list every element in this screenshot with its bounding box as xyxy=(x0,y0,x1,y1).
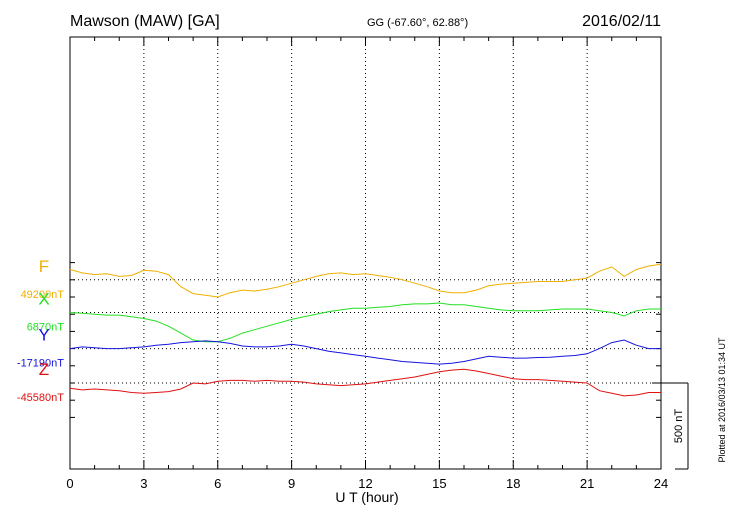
station-coords: GG (-67.60°, 62.88°) xyxy=(367,17,468,29)
series-line-y xyxy=(69,339,661,365)
x-tick-label: 12 xyxy=(358,476,372,491)
series-line-f xyxy=(69,263,662,298)
plotted-timestamp: Plotted at 2016/03/13 01:34 UT xyxy=(717,337,727,463)
series-baseline-y: -17190nT xyxy=(17,358,64,370)
series-group xyxy=(69,263,662,397)
series-baseline-x: 6870nT xyxy=(27,321,65,333)
series-name-f: F xyxy=(39,257,49,276)
x-tick-label: 15 xyxy=(432,476,446,491)
series-name-x: X xyxy=(38,289,49,308)
x-tick-label: 21 xyxy=(580,476,594,491)
x-tick-label: 18 xyxy=(506,476,520,491)
x-tick-label: 3 xyxy=(140,476,147,491)
series-line-z xyxy=(69,368,661,397)
series-line-x xyxy=(69,302,661,343)
x-tick-label: 24 xyxy=(654,476,668,491)
scale-bar: 500 nT xyxy=(652,382,689,470)
x-tick-label: 9 xyxy=(288,476,295,491)
x-tick-label: 6 xyxy=(214,476,221,491)
station-title: Mawson (MAW) [GA] xyxy=(70,13,220,30)
series-baseline-f: 49200nT xyxy=(21,289,65,301)
series-name-z: Z xyxy=(39,360,49,379)
x-tick-label: 0 xyxy=(66,476,73,491)
plot-date: 2016/02/11 xyxy=(582,13,661,30)
scale-bar-label: 500 nT xyxy=(673,409,685,444)
x-tick-labels: 0 3 6 9 12 15 18 21 24 xyxy=(66,476,668,491)
x-axis-label: U T (hour) xyxy=(335,489,398,505)
series-baseline-z: -45580nT xyxy=(17,392,64,404)
series-name-y: Y xyxy=(38,326,49,345)
grid-lines xyxy=(143,37,588,469)
